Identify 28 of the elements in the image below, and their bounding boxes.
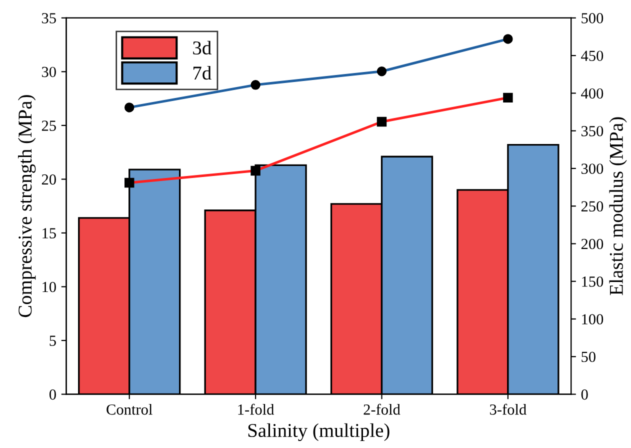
y2-tick-label: 350 xyxy=(582,126,604,136)
y-tick-label: 20 xyxy=(42,174,56,185)
y-tick-label: 25 xyxy=(42,120,56,131)
y2-tick-label: 50 xyxy=(582,352,596,362)
y-axis-title: Compressive strength (MPa) xyxy=(18,95,36,318)
y2-tick-label: 450 xyxy=(581,50,604,62)
x-tick-label: 3-fold xyxy=(490,404,526,415)
y-tick-label: 0 xyxy=(49,389,56,400)
y-tick-label: 30 xyxy=(42,66,56,78)
x-axis-title: Salinity (multiple) xyxy=(248,423,390,442)
y2-tick-label: 200 xyxy=(581,238,604,250)
y2-tick-label: 0 xyxy=(581,389,588,400)
y2-tick-label: 250 xyxy=(581,201,604,212)
y2-tick-label: 400 xyxy=(581,88,604,99)
x-tick-label: 1-fold xyxy=(238,404,274,415)
legend-label: 7d xyxy=(193,66,212,80)
y-tick-label: 35 xyxy=(42,13,56,24)
x-tick-label: 2-fold xyxy=(364,404,400,415)
y2-axis-title: Elastic modulus (MPa) xyxy=(609,117,627,296)
y2-tick-label: 500 xyxy=(582,13,604,24)
y-tick-label: 10 xyxy=(42,282,56,292)
y2-tick-label: 300 xyxy=(582,164,604,174)
y2-tick-label: 100 xyxy=(582,314,604,324)
legend-label: 3d xyxy=(193,40,212,55)
y2-tick-label: 150 xyxy=(582,276,604,287)
x-tick-label: Control xyxy=(106,404,152,415)
y-tick-label: 15 xyxy=(42,228,56,238)
y-tick-label: 5 xyxy=(50,336,56,346)
